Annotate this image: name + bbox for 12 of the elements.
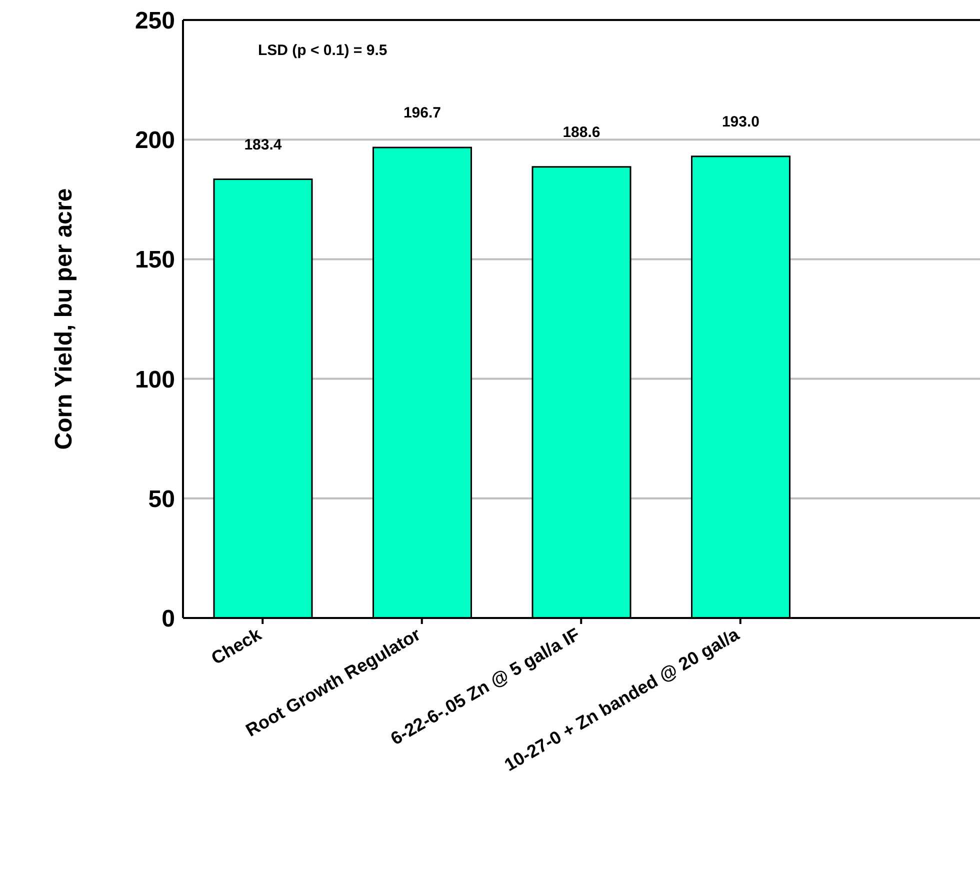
y-tick-label: 200 — [134, 127, 175, 154]
y-tick-label: 150 — [134, 246, 175, 274]
y-tick-label: 250 — [134, 8, 175, 35]
data-label: 183.4 — [244, 136, 282, 154]
data-label: 196.7 — [403, 104, 442, 122]
annotation: LSD (p < 0.1) = 9.5 — [258, 42, 388, 59]
y-tick-label: 0 — [162, 606, 175, 633]
y-axis-title: Corn Yield, bu per acre — [50, 188, 78, 450]
y-tick-label: 50 — [148, 486, 175, 513]
y-tick-label: 100 — [134, 366, 175, 394]
data-label: 193.0 — [722, 113, 760, 130]
data-label: 188.6 — [562, 124, 600, 141]
